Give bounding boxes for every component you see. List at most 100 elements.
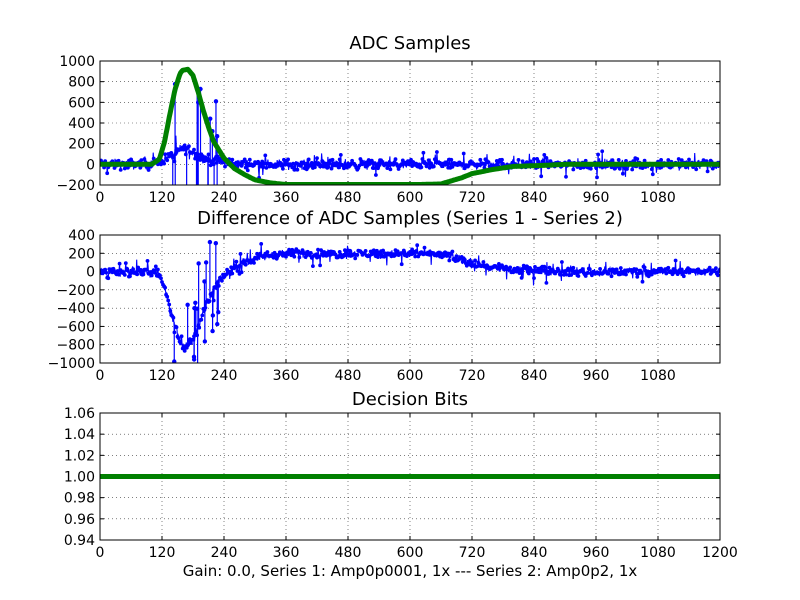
series-point <box>617 166 622 171</box>
series-point <box>533 265 537 269</box>
series-point <box>317 254 321 259</box>
series-point <box>612 271 617 275</box>
series-point <box>461 151 466 156</box>
series-point <box>199 317 204 322</box>
series-point <box>167 302 172 307</box>
series-point <box>462 257 467 262</box>
x-tick-label: 840 <box>521 545 548 561</box>
series-point <box>532 276 536 280</box>
x-tick-label: 960 <box>583 190 610 206</box>
series-point <box>478 157 483 162</box>
series-point <box>630 167 635 172</box>
series-point <box>606 271 611 276</box>
series-point <box>442 254 446 258</box>
series-point <box>211 162 216 167</box>
series-point <box>329 166 334 171</box>
series-point <box>171 315 176 320</box>
series-point <box>421 150 426 155</box>
series-point <box>116 158 121 163</box>
x-tick-label: 120 <box>149 545 176 561</box>
series-point <box>493 163 498 168</box>
series-point <box>200 154 205 158</box>
series-point <box>497 262 501 266</box>
y-tick-label: −200 <box>57 283 95 299</box>
series-point <box>214 160 219 165</box>
series-point <box>291 161 296 166</box>
series-point <box>546 272 551 276</box>
x-tick-label: 840 <box>521 368 548 384</box>
x-tick-label: 240 <box>211 368 238 384</box>
series-point <box>166 298 171 303</box>
series-point <box>618 266 623 270</box>
series-point <box>111 266 116 271</box>
x-tick-label: 960 <box>583 545 610 561</box>
series-point <box>610 158 615 163</box>
series-point <box>516 158 521 162</box>
series-point <box>142 157 147 162</box>
chart-frame-3 <box>99 412 721 541</box>
series-point <box>239 270 244 275</box>
series-point <box>369 158 374 163</box>
chart-panel-2: Difference of ADC Samples (Series 1 - Se… <box>48 208 721 384</box>
series-point <box>650 172 655 177</box>
series-point <box>544 281 549 285</box>
series-point <box>636 271 641 276</box>
series-point <box>105 171 110 176</box>
y-tick-label: −200 <box>57 178 95 194</box>
y-tick-label: 1.06 <box>64 406 95 422</box>
series-point <box>238 252 243 256</box>
series-point <box>600 149 605 154</box>
chart-series-group-2 <box>100 239 720 363</box>
series-point <box>649 272 654 277</box>
y-tick-label: 1000 <box>59 54 95 70</box>
series-point <box>539 174 544 179</box>
series-point <box>473 258 477 263</box>
series-point <box>486 160 491 165</box>
series-markers-series-1-series-2 <box>100 242 720 353</box>
series-point <box>425 162 430 167</box>
series-point <box>435 150 439 154</box>
series-point <box>168 309 173 313</box>
series-point <box>316 247 320 252</box>
x-tick-label: 480 <box>335 368 362 384</box>
series-point <box>158 273 162 278</box>
series-point <box>135 272 140 277</box>
series-point <box>666 265 671 270</box>
series-point <box>376 166 380 171</box>
series-stem-marker <box>191 354 197 360</box>
series-point <box>666 158 671 162</box>
series-point <box>230 157 235 162</box>
series-point <box>330 157 335 162</box>
x-tick-label: 1200 <box>702 545 738 561</box>
series-point <box>128 274 132 279</box>
series-point <box>259 242 264 246</box>
series-point <box>481 161 486 166</box>
series-point <box>427 165 432 170</box>
x-tick-label: 0 <box>96 190 105 206</box>
x-tick-label: 720 <box>459 190 486 206</box>
series-point <box>476 260 481 265</box>
series-point <box>571 265 576 270</box>
series-point <box>580 267 585 271</box>
series-point <box>262 161 267 166</box>
series-point <box>543 269 548 273</box>
series-point <box>710 166 715 171</box>
series-point <box>172 330 177 335</box>
series-point <box>716 273 720 278</box>
series-point <box>560 260 564 264</box>
series-stem-marker <box>214 133 220 139</box>
series-point <box>115 269 120 273</box>
series-point <box>659 158 663 162</box>
series-point <box>386 163 391 168</box>
series-point <box>159 276 163 281</box>
series-point <box>144 267 149 272</box>
series-point <box>308 251 313 255</box>
series-point <box>216 284 221 288</box>
series-point <box>531 268 535 273</box>
series-point <box>261 165 266 170</box>
series-point <box>171 155 176 160</box>
x-tick-label: 0 <box>96 545 105 561</box>
series-point <box>707 265 712 270</box>
chart-panel-3: Decision Bits 0 120 240 360 480 600 720 840 960 10… <box>64 389 738 561</box>
